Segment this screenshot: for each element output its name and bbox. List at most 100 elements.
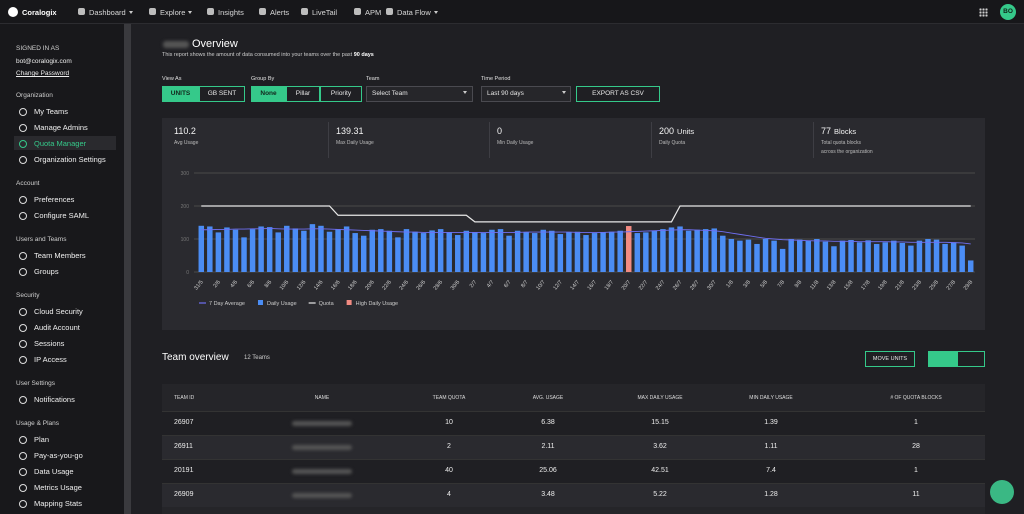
scrollbar (124, 24, 131, 514)
nav-item[interactable]: Insights (218, 8, 244, 17)
bar (249, 229, 256, 272)
side-item[interactable]: IP Access (34, 355, 67, 364)
bar (891, 240, 897, 272)
side-item[interactable]: Manage Admins (34, 123, 88, 132)
nav-icon (149, 8, 156, 15)
side-item[interactable]: Team Members (34, 251, 86, 260)
bar (814, 239, 820, 272)
name-blur (292, 445, 352, 450)
side-item[interactable]: My Teams (34, 107, 69, 116)
side-item[interactable]: Plan (34, 435, 50, 444)
stat-label: across the organization (821, 149, 873, 155)
move-units[interactable]: MOVE UNITS (865, 351, 915, 367)
name-blur (292, 469, 352, 474)
logo (8, 7, 18, 17)
toggle[interactable]: None (251, 86, 286, 102)
y-tick-label: 100 (181, 237, 190, 243)
cell: 11 (912, 491, 920, 498)
nav-icon (19, 212, 27, 220)
legend-label: Daily Usage (267, 301, 297, 307)
bar (557, 234, 564, 272)
page-title: Overview (192, 38, 238, 50)
stat-label: Avg Usage (174, 140, 199, 146)
side-item[interactable]: Configure SAML (34, 211, 90, 220)
nav-item[interactable]: Dashboard (89, 8, 133, 17)
brand[interactable]: Coralogix (22, 8, 57, 17)
toggle[interactable]: UNITS (162, 86, 199, 102)
column-header: TEAM QUOTA (432, 395, 466, 401)
team-select[interactable]: Select Team (366, 86, 473, 102)
toggle[interactable]: Priority (320, 86, 362, 102)
cell: 26909 (174, 491, 194, 498)
bar (386, 230, 393, 272)
bar (626, 226, 632, 272)
subtitle-text: This report shows the amount of data con… (162, 52, 353, 58)
side-item[interactable]: Groups (34, 267, 59, 276)
nav-item[interactable]: Explore (160, 8, 192, 17)
avatar[interactable]: BO (1000, 4, 1016, 20)
column-header[interactable]: NAME (314, 395, 330, 401)
line (201, 205, 971, 223)
x-tick-label: 11/8 (809, 279, 820, 291)
divider (328, 122, 329, 158)
y-tick-label: 200 (181, 204, 190, 210)
side-item[interactable]: Audit Account (34, 323, 80, 332)
y-tick-label: 300 (181, 171, 190, 177)
nav-icon (19, 340, 27, 348)
side-item[interactable]: Preferences (34, 195, 75, 204)
side-item[interactable]: Notifications (34, 395, 75, 404)
bar (839, 240, 846, 272)
nav-item[interactable]: LiveTail (312, 8, 338, 17)
nav-icon (354, 8, 361, 15)
x-tick-label: 19/8 (877, 279, 888, 291)
toggle[interactable]: GB SENT (199, 86, 245, 102)
nav-icon (78, 8, 85, 15)
legend-label: Quota (319, 301, 335, 307)
export-button[interactable]: EXPORT AS CSV (576, 86, 660, 102)
nav-item[interactable]: APM (365, 8, 382, 17)
apps-icon[interactable] (979, 8, 988, 17)
bar (207, 226, 213, 272)
bar (506, 235, 512, 272)
cell: 25.06 (539, 467, 557, 474)
bar (241, 237, 247, 272)
side-item[interactable]: Cloud Security (34, 307, 83, 316)
side-item[interactable]: Metrics Usage (34, 483, 82, 492)
bar (531, 233, 538, 272)
bar (480, 233, 487, 272)
side-item[interactable]: Organization Settings (34, 155, 106, 164)
x-tick-label: 16/6 (330, 279, 341, 291)
cell: 1.39 (764, 419, 778, 426)
change-password[interactable]: Change Password (16, 70, 70, 77)
legend-label: High Daily Usage (356, 301, 399, 307)
bar (549, 230, 555, 272)
view-toggle[interactable] (928, 351, 957, 367)
view-toggle[interactable] (957, 351, 985, 367)
bar (540, 229, 546, 272)
side-item[interactable]: Mapping Stats (34, 499, 82, 508)
nav-icon (19, 196, 27, 204)
nav-icon (19, 140, 27, 148)
bar (258, 226, 264, 272)
nav-icon (19, 396, 27, 404)
x-tick-label: 2/6 (212, 279, 222, 289)
bar (728, 239, 735, 272)
bar (232, 229, 239, 272)
bar (608, 231, 615, 272)
nav-item[interactable]: Data Flow (397, 8, 438, 17)
bar (566, 232, 572, 272)
side-item[interactable]: Quota Manager (34, 139, 87, 148)
nav-item[interactable]: Alerts (270, 8, 290, 17)
bar (420, 233, 427, 272)
side-item[interactable]: Data Usage (34, 467, 74, 476)
chat-button[interactable] (990, 480, 1014, 504)
bar (634, 233, 641, 272)
bar (882, 242, 888, 272)
side-item[interactable]: Sessions (34, 339, 65, 348)
side-item[interactable]: Pay-as-you-go (34, 451, 83, 460)
bar (335, 229, 341, 272)
toggle[interactable]: Pillar (286, 86, 320, 102)
x-tick-label: 31/5 (193, 279, 204, 291)
period-select[interactable]: Last 90 days (481, 86, 571, 102)
bar (668, 227, 675, 272)
